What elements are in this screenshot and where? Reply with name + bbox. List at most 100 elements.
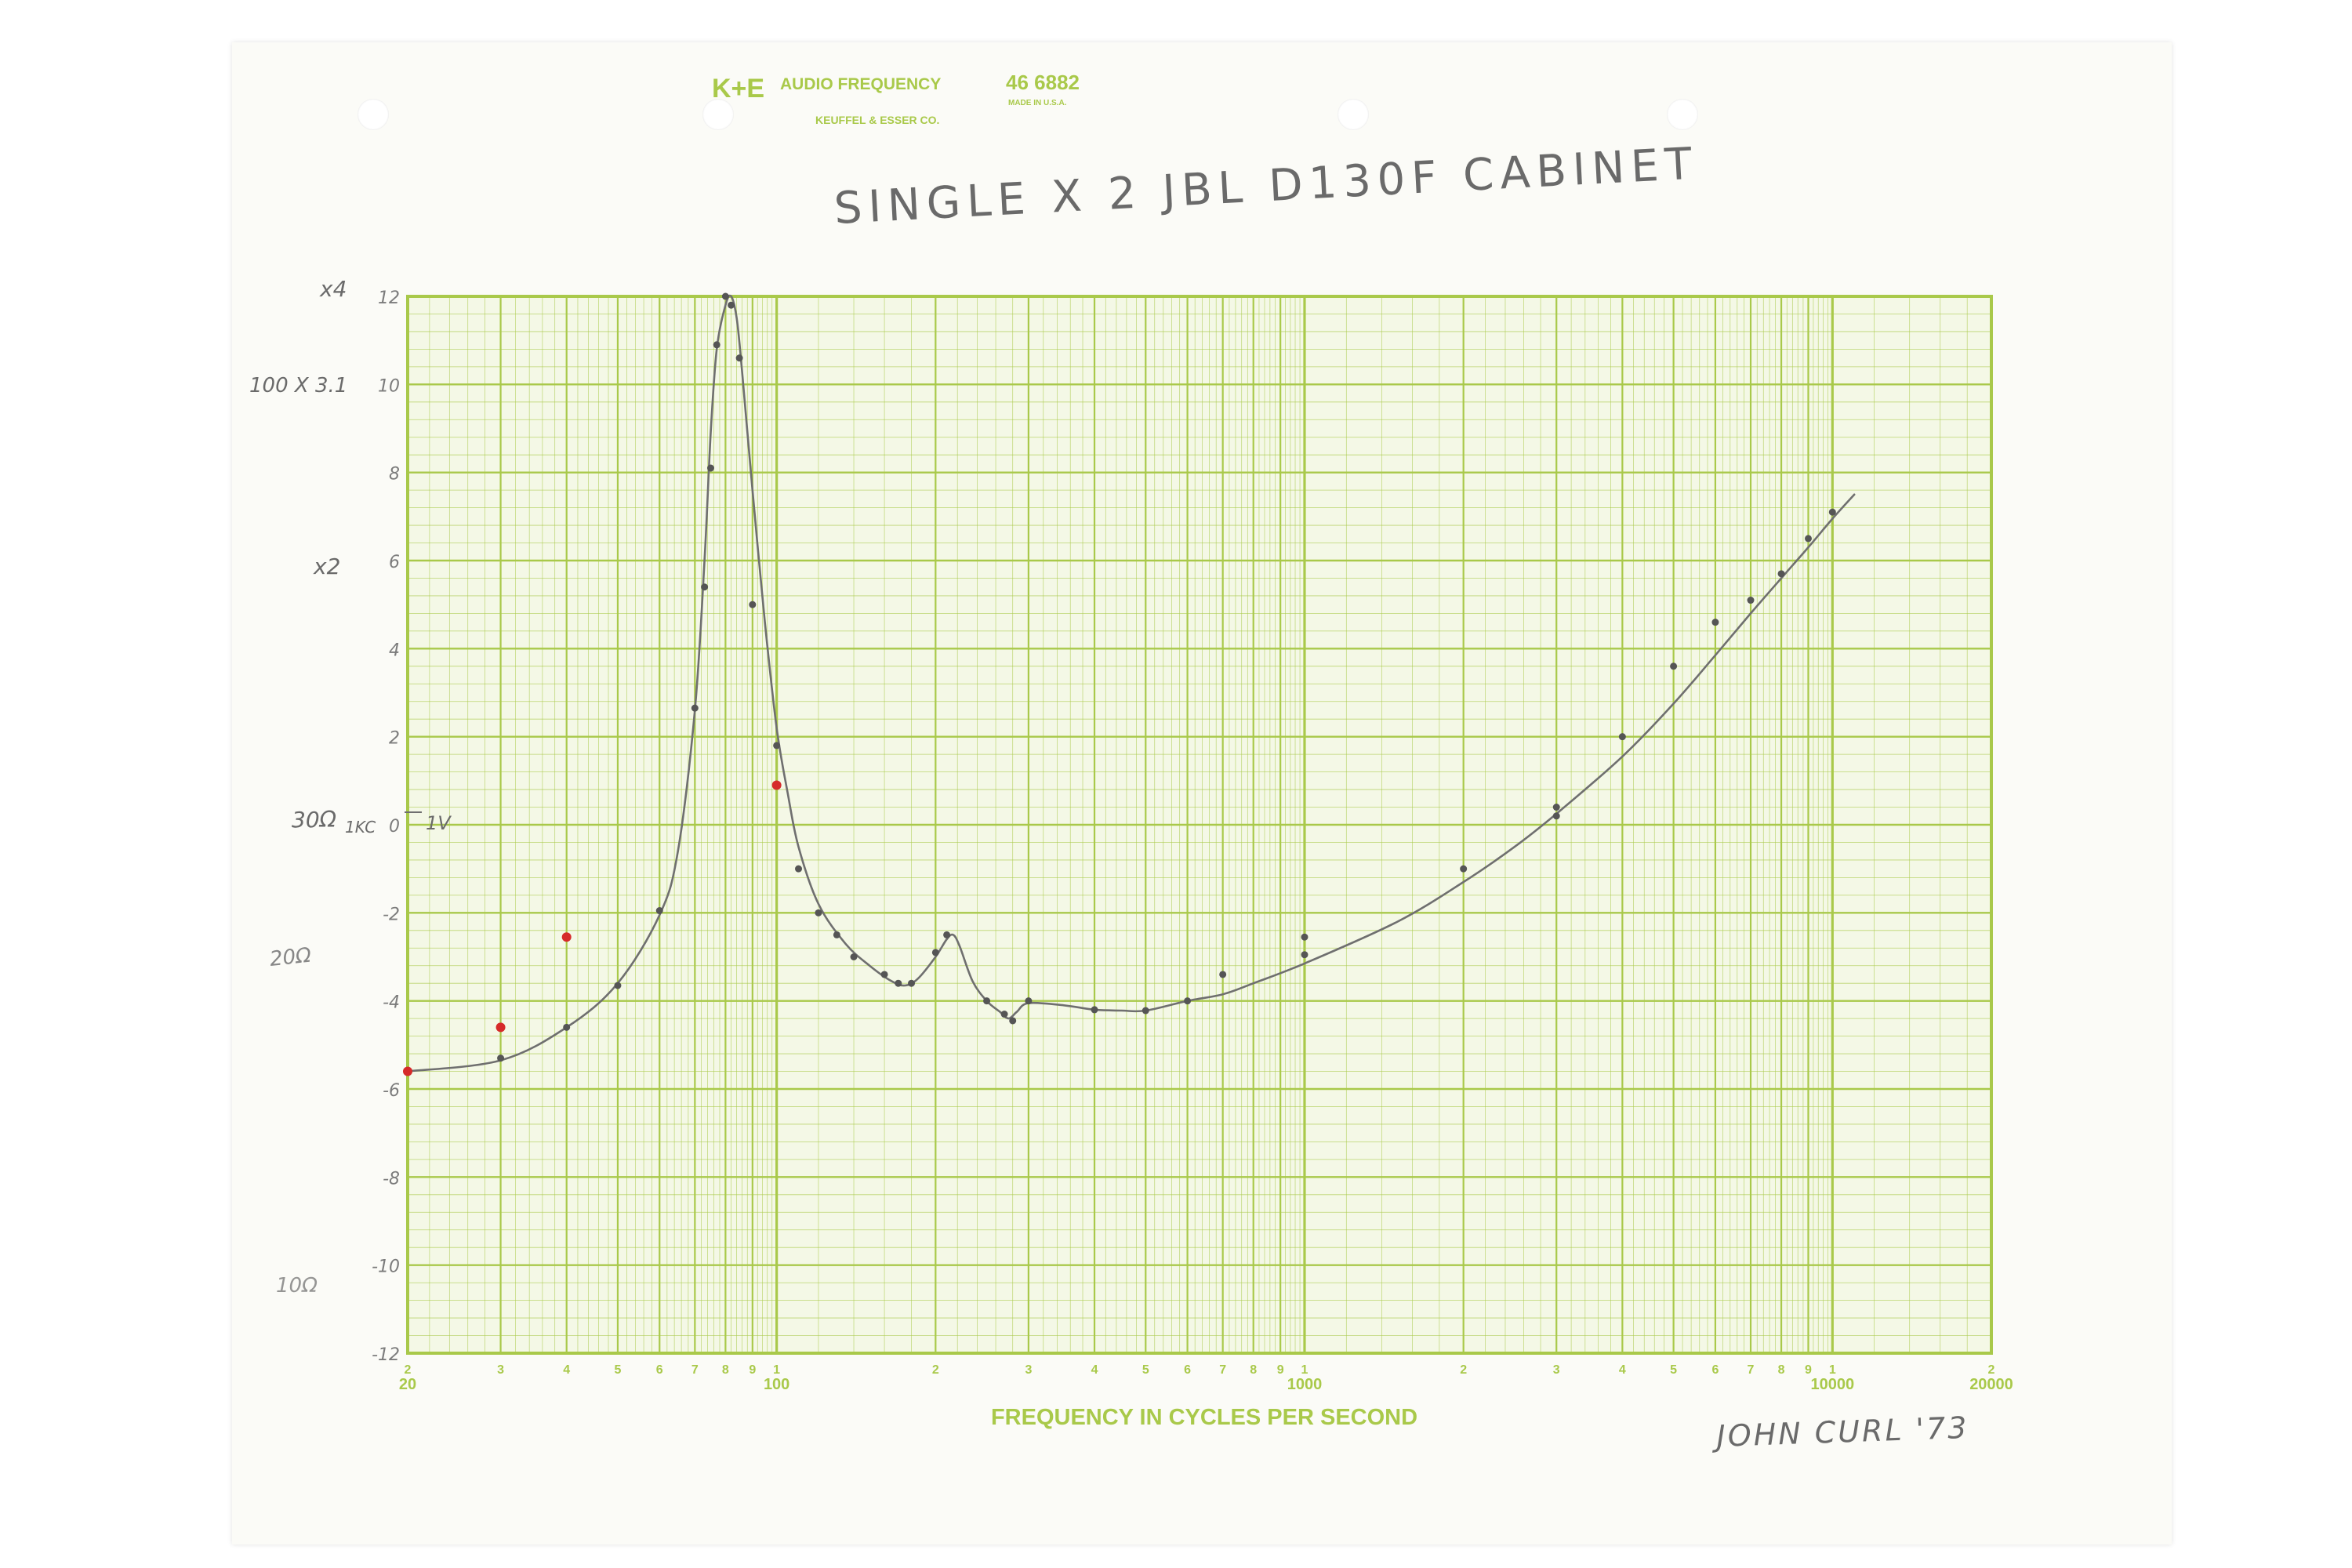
y-tick-label: 10 <box>378 376 400 396</box>
red-measured-point <box>771 780 782 790</box>
measured-point <box>1025 997 1033 1005</box>
measured-point <box>1828 508 1836 516</box>
measured-point <box>1009 1017 1017 1025</box>
measured-point <box>1184 997 1192 1005</box>
measured-point <box>1618 733 1626 741</box>
x-major-tick-label: 100 <box>764 1376 789 1393</box>
measured-point <box>614 982 622 989</box>
x-minor-tick-label: 5 <box>1670 1363 1677 1377</box>
paper-title: AUDIO FREQUENCY <box>780 75 941 93</box>
measured-point <box>1000 1011 1008 1018</box>
x-minor-tick-label: 7 <box>1219 1363 1226 1377</box>
signature: JOHN CURL '73 <box>1711 1410 1969 1454</box>
x-axis-label: FREQUENCY IN CYCLES PER SECOND <box>991 1405 1417 1430</box>
red-measured-point <box>495 1022 506 1033</box>
measured-point <box>728 301 735 309</box>
x-major-tick-label: 1000 <box>1287 1376 1323 1393</box>
x-minor-tick-label: 3 <box>1553 1363 1560 1377</box>
x-minor-tick-label: 2 <box>1988 1363 1995 1377</box>
annotation-ref-10-ohm: 10Ω <box>276 1274 318 1298</box>
x-minor-tick-label: 2 <box>932 1363 939 1377</box>
y-tick-label: -4 <box>383 993 400 1013</box>
made-in-label: MADE IN U.S.A. <box>1008 99 1067 107</box>
x-minor-tick-label: 9 <box>1805 1363 1812 1377</box>
x-minor-tick-label: 6 <box>1711 1363 1719 1377</box>
x-minor-tick-label: 1 <box>1829 1363 1836 1377</box>
measured-point <box>931 949 939 956</box>
x-minor-tick-label: 6 <box>1184 1363 1191 1377</box>
measured-point <box>1777 570 1785 578</box>
x-major-tick-label: 10000 <box>1810 1376 1854 1393</box>
measured-point <box>497 1054 505 1062</box>
punch-hole <box>702 99 734 130</box>
x-major-tick-label: 20 <box>399 1376 416 1393</box>
x-minor-tick-label: 4 <box>1619 1363 1626 1377</box>
x-minor-tick-label: 7 <box>691 1363 699 1377</box>
punch-hole <box>358 99 389 130</box>
measured-point <box>1747 597 1755 604</box>
annotation-scale-x4: x4 <box>319 276 347 302</box>
measured-point <box>1301 951 1308 959</box>
measured-point <box>1142 1007 1149 1014</box>
measured-points-layer <box>403 292 1836 1076</box>
x-minor-tick-label: 6 <box>656 1363 663 1377</box>
measured-point <box>795 865 803 873</box>
measured-point <box>773 742 781 750</box>
punch-hole <box>1338 99 1369 130</box>
annotation-ref-1v: 1V <box>426 812 452 834</box>
measured-point <box>691 704 699 712</box>
y-tick-label: 4 <box>389 641 400 660</box>
annotation-ref-1kc: 1KC <box>345 818 376 837</box>
measured-point <box>1804 535 1812 543</box>
y-tick-label: -10 <box>372 1258 400 1277</box>
y-tick-label: 2 <box>389 729 400 749</box>
y-tick-label: 0 <box>389 817 400 837</box>
measured-point <box>943 931 951 938</box>
measured-point <box>1552 804 1560 811</box>
red-measured-point <box>561 932 572 942</box>
annotation-scale-x2: x2 <box>313 554 340 579</box>
x-minor-tick-label: 2 <box>405 1363 412 1377</box>
plot-grid <box>406 295 1993 1355</box>
x-minor-tick-label: 8 <box>1250 1363 1257 1377</box>
measured-point <box>983 997 991 1005</box>
measured-point <box>721 292 729 300</box>
x-minor-tick-label: 5 <box>1142 1363 1149 1377</box>
measured-point <box>1091 1006 1098 1014</box>
x-minor-tick-label: 4 <box>1091 1363 1098 1377</box>
x-minor-tick-label: 7 <box>1748 1363 1755 1377</box>
y-tick-label: 6 <box>389 553 400 572</box>
annotation-ref-30-ohm: 30Ω <box>292 807 337 833</box>
measured-point <box>707 464 715 472</box>
x-minor-tick-label: 3 <box>1025 1363 1032 1377</box>
y-tick-label: -8 <box>383 1169 400 1189</box>
measured-point <box>655 907 663 915</box>
x-minor-tick-label: 9 <box>749 1363 756 1377</box>
measured-point <box>880 971 888 978</box>
measured-point <box>1711 619 1719 626</box>
measured-point <box>713 341 720 349</box>
y-tick-label: 12 <box>378 289 400 308</box>
measured-point <box>701 583 709 591</box>
red-measured-point <box>403 1066 412 1076</box>
x-minor-tick-label: 9 <box>1277 1363 1284 1377</box>
y-tick-label: -2 <box>383 905 400 924</box>
y-tick-label: -12 <box>372 1345 400 1365</box>
x-minor-tick-label: 5 <box>614 1363 621 1377</box>
measured-point <box>1552 812 1560 820</box>
measured-point <box>563 1023 571 1031</box>
x-minor-tick-label: 2 <box>1460 1363 1467 1377</box>
measured-point <box>1301 933 1308 941</box>
measured-point <box>1670 662 1678 670</box>
chart-title: SINGLE X 2 JBL D130F CABINET <box>833 138 1699 234</box>
x-minor-tick-label: 1 <box>773 1363 780 1377</box>
punch-hole <box>1667 99 1698 130</box>
x-minor-tick-label: 8 <box>722 1363 729 1377</box>
x-minor-tick-label: 1 <box>1301 1363 1308 1377</box>
measured-point <box>815 909 822 916</box>
measured-point <box>850 953 858 960</box>
y-tick-label: 8 <box>389 465 400 485</box>
x-minor-tick-label: 8 <box>1778 1363 1785 1377</box>
measured-point <box>908 979 916 987</box>
